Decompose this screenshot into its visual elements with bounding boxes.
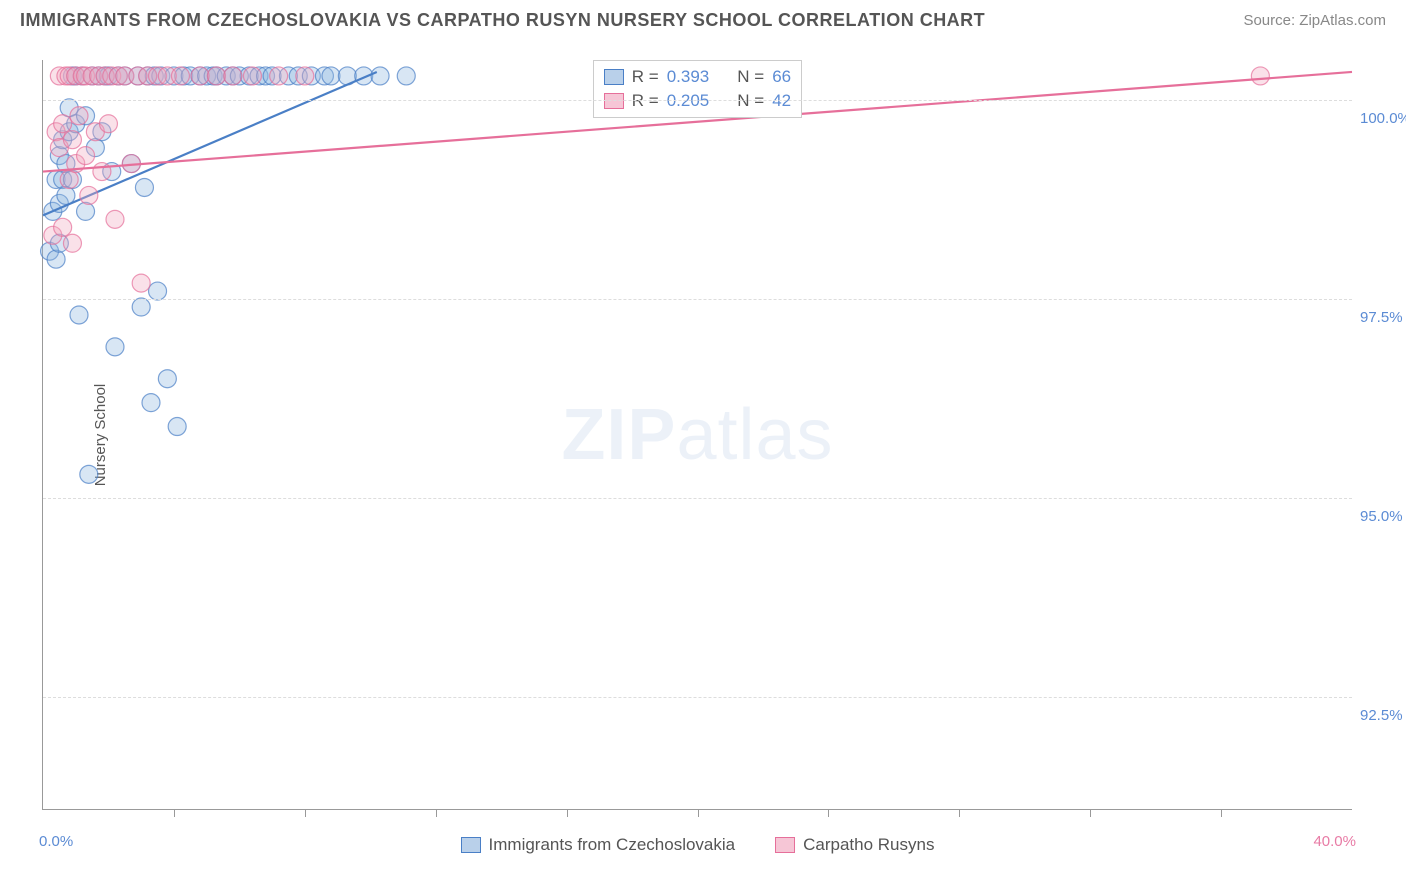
x-tick	[1221, 809, 1222, 817]
source-attribution: Source: ZipAtlas.com	[1243, 12, 1386, 29]
plot-area: Nursery School ZIPatlas R =0.393N =66R =…	[42, 60, 1352, 810]
gridline	[43, 100, 1352, 101]
stat-r-label: R =	[632, 67, 659, 87]
stat-r-label: R =	[632, 91, 659, 111]
data-point	[322, 67, 340, 85]
data-point	[106, 338, 124, 356]
legend-label: Carpatho Rusyns	[803, 835, 934, 855]
data-point	[70, 306, 88, 324]
data-point	[224, 67, 242, 85]
stats-legend-row: R = 0.393 N = 66	[604, 65, 791, 89]
gridline	[43, 299, 1352, 300]
data-point	[270, 67, 288, 85]
data-point	[80, 186, 98, 204]
data-point	[142, 394, 160, 412]
legend-swatch	[604, 93, 624, 109]
data-point	[243, 67, 261, 85]
legend-swatch	[604, 69, 624, 85]
gridline	[43, 498, 1352, 499]
data-point	[1251, 67, 1269, 85]
data-point	[93, 163, 111, 181]
stat-r-value: 0.205	[667, 91, 710, 111]
x-tick	[174, 809, 175, 817]
x-tick	[828, 809, 829, 817]
legend-label: Immigrants from Czechoslovakia	[489, 835, 736, 855]
legend-item: Carpatho Rusyns	[775, 835, 934, 855]
data-point	[77, 202, 95, 220]
x-tick	[1090, 809, 1091, 817]
data-point	[54, 115, 72, 133]
data-point	[132, 274, 150, 292]
legend-swatch	[461, 837, 481, 853]
stat-r-value: 0.393	[667, 67, 710, 87]
x-tick	[436, 809, 437, 817]
x-tick	[305, 809, 306, 817]
x-tick-label-max: 40.0%	[1313, 833, 1356, 850]
stats-legend-row: R = 0.205 N = 42	[604, 89, 791, 113]
y-tick-label: 92.5%	[1360, 707, 1406, 724]
stat-n-value: 66	[772, 67, 791, 87]
legend-swatch	[775, 837, 795, 853]
x-tick	[567, 809, 568, 817]
data-point	[70, 107, 88, 125]
y-tick-label: 100.0%	[1360, 110, 1406, 127]
legend-item: Immigrants from Czechoslovakia	[461, 835, 736, 855]
data-point	[149, 282, 167, 300]
y-tick-label: 97.5%	[1360, 309, 1406, 326]
y-tick-label: 95.0%	[1360, 508, 1406, 525]
data-point	[63, 234, 81, 252]
stat-n-label: N =	[737, 67, 764, 87]
gridline	[43, 697, 1352, 698]
data-point	[207, 67, 225, 85]
stats-legend: R = 0.393 N = 66 R = 0.205 N = 42	[593, 60, 802, 118]
data-point	[99, 115, 117, 133]
data-point	[106, 210, 124, 228]
data-point	[296, 67, 314, 85]
x-tick	[959, 809, 960, 817]
x-tick	[698, 809, 699, 817]
data-point	[77, 147, 95, 165]
data-point	[191, 67, 209, 85]
chart-title: IMMIGRANTS FROM CZECHOSLOVAKIA VS CARPAT…	[20, 10, 985, 31]
data-point	[158, 370, 176, 388]
data-point	[135, 178, 153, 196]
data-point	[397, 67, 415, 85]
data-point	[168, 418, 186, 436]
data-point	[54, 218, 72, 236]
stat-n-value: 42	[772, 91, 791, 111]
data-point	[80, 465, 98, 483]
data-point	[171, 67, 189, 85]
data-point	[132, 298, 150, 316]
data-point	[371, 67, 389, 85]
x-tick-label-min: 0.0%	[39, 833, 73, 850]
stat-n-label: N =	[737, 91, 764, 111]
data-point	[63, 131, 81, 149]
data-point	[60, 171, 78, 189]
series-legend: Immigrants from Czechoslovakia Carpatho R…	[43, 835, 1352, 855]
data-point	[47, 250, 65, 268]
chart-container: IMMIGRANTS FROM CZECHOSLOVAKIA VS CARPAT…	[0, 0, 1406, 892]
